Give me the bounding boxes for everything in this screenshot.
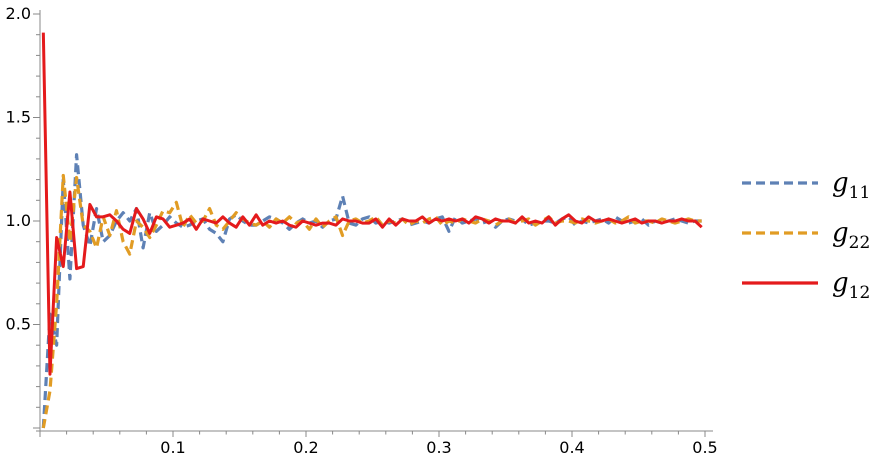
y-tick-label: 1.5 <box>6 108 31 127</box>
legend-symbol: g <box>832 168 849 198</box>
x-tick-label: 0.1 <box>160 438 185 457</box>
legend-symbol: g <box>832 268 849 298</box>
y-tick-label: 2.0 <box>6 4 31 23</box>
legend-item-g11: g11 <box>742 168 870 203</box>
legend-label-g12: g12 <box>832 268 870 303</box>
series-line-g11 <box>41 153 702 429</box>
x-tick-label: 0.3 <box>426 438 451 457</box>
axes: 0.1 0.2 0.3 0.4 0.5 0.5 1.0 1.5 2.0 <box>6 4 718 457</box>
legend-symbol: g <box>832 218 849 248</box>
legend-label-g22: g22 <box>832 218 870 253</box>
x-tick-label: 0.2 <box>293 438 318 457</box>
series-line-g22 <box>41 173 702 429</box>
legend-subscript: 12 <box>849 283 871 303</box>
legend-item-g12: g12 <box>742 268 870 303</box>
legend-subscript: 11 <box>849 183 871 203</box>
y-tick-label: 1.0 <box>6 211 31 230</box>
legend-item-g22: g22 <box>742 218 870 253</box>
legend-subscript: 22 <box>849 233 871 253</box>
x-tick-label: 0.5 <box>692 438 717 457</box>
legend-label-g11: g11 <box>832 168 870 203</box>
series-layer <box>41 32 703 429</box>
x-tick-label: 0.4 <box>559 438 584 457</box>
y-tick-label: 0.5 <box>6 315 31 334</box>
series-line-g12 <box>41 32 703 376</box>
